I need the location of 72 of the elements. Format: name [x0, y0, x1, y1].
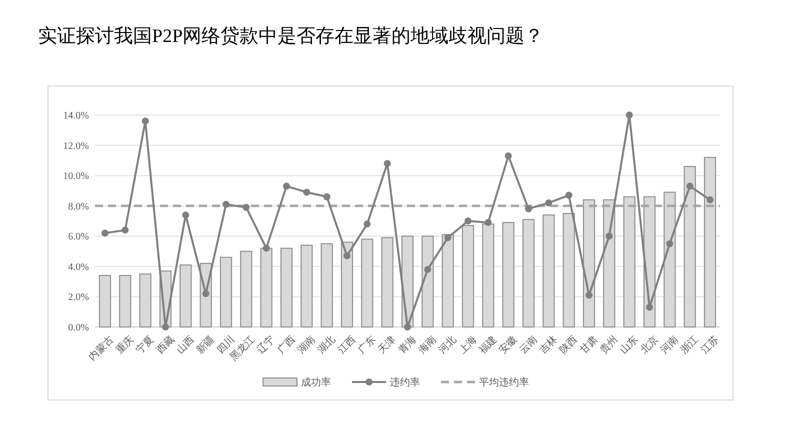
- x-tick-label: 陕西: [557, 334, 580, 356]
- x-tick-label: 北京: [638, 334, 661, 356]
- point: [142, 118, 149, 125]
- x-tick-label: 天津: [376, 334, 398, 356]
- point: [586, 292, 593, 299]
- x-tick-label: 河北: [436, 334, 459, 356]
- point: [666, 240, 674, 248]
- point: [646, 304, 654, 311]
- legend-label: 违约率: [390, 376, 420, 388]
- legend-label: 成功率: [301, 376, 331, 388]
- point: [464, 218, 472, 224]
- point: [484, 219, 492, 226]
- x-tick-label: 广东: [356, 334, 378, 356]
- point: [262, 244, 270, 252]
- y-tick-label: 10.0%: [63, 171, 89, 182]
- x-tick-label: 湖北: [315, 334, 338, 356]
- y-tick-label: 2.0%: [68, 292, 89, 304]
- x-tick-label: 安徽: [496, 334, 520, 356]
- x-tick-label: 西藏: [154, 334, 177, 356]
- point: [565, 192, 572, 199]
- point: [202, 290, 210, 298]
- x-tick-label: 辽宁: [254, 334, 278, 356]
- x-tick-label: 湖南: [295, 334, 318, 356]
- point: [686, 182, 694, 190]
- y-tick-label: 8.0%: [68, 201, 89, 212]
- point: [525, 205, 532, 212]
- point: [323, 193, 330, 200]
- y-tick-label: 14.0%: [63, 110, 89, 122]
- point: [384, 160, 391, 167]
- x-tick-label: 内蒙古: [86, 334, 116, 364]
- point: [343, 252, 350, 260]
- x-tick-label: 海南: [416, 334, 439, 356]
- x-tick-label: 浙江: [678, 334, 701, 356]
- point: [606, 232, 613, 240]
- point: [545, 199, 552, 206]
- x-tick-label: 广西: [274, 334, 298, 356]
- x-tick-label: 山东: [618, 334, 640, 356]
- point: [303, 188, 310, 196]
- point: [424, 266, 432, 273]
- x-tick-label: 甘肃: [577, 334, 600, 356]
- point: [706, 196, 714, 204]
- y-tick-label: 4.0%: [68, 262, 89, 273]
- point: [122, 226, 129, 234]
- x-tick-label: 江苏: [698, 334, 722, 356]
- point: [282, 182, 290, 190]
- x-tick-label: 河南: [658, 334, 681, 356]
- x-tick-label: 上海: [456, 334, 480, 356]
- chart-title: 实证探讨我国P2P网络贷款中是否存在显著的地域歧视问题？: [38, 25, 544, 47]
- x-tick-label: 云南: [516, 334, 540, 356]
- x-tick-label: 宁夏: [134, 334, 156, 356]
- point: [364, 220, 371, 228]
- y-tick-label: 12.0%: [63, 140, 89, 152]
- point: [242, 204, 250, 211]
- x-tick-label: 山西: [174, 334, 197, 356]
- y-tick-label: 0.0%: [68, 322, 89, 334]
- point: [444, 234, 452, 242]
- x-tick-label: 吉林: [537, 334, 560, 356]
- y-tick-label: 6.0%: [68, 232, 89, 243]
- point: [182, 211, 190, 218]
- x-tick-label: 福建: [476, 334, 500, 356]
- point: [504, 152, 512, 160]
- x-tick-label: 江西: [335, 334, 358, 356]
- point: [101, 230, 108, 237]
- x-tick-label: 青海: [396, 334, 419, 356]
- x-tick-label: 重庆: [114, 334, 136, 356]
- point: [162, 324, 169, 330]
- point: [626, 112, 633, 118]
- point: [404, 324, 411, 330]
- legend-label: 平均违约率: [479, 376, 529, 388]
- x-tick-label: 贵州: [598, 334, 620, 356]
- x-tick-label: 新疆: [194, 334, 217, 356]
- point: [222, 200, 230, 208]
